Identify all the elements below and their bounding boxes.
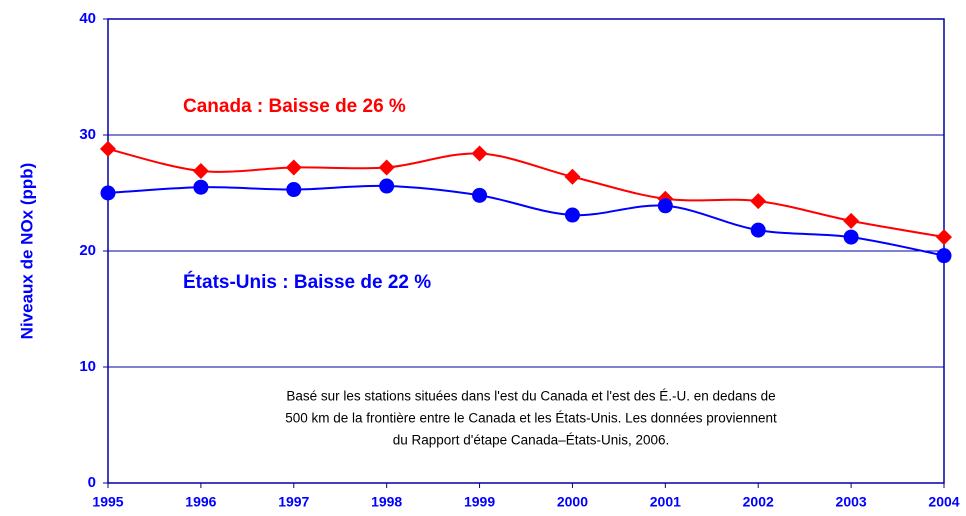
marker xyxy=(193,179,209,195)
x-tick-label: 2004 xyxy=(928,494,959,510)
series-line xyxy=(107,147,945,239)
marker xyxy=(564,207,580,223)
marker xyxy=(378,159,395,176)
marker xyxy=(843,212,860,229)
marker xyxy=(192,162,209,179)
marker xyxy=(471,145,488,162)
y-tick-label: 40 xyxy=(79,10,96,27)
y-tick-label: 0 xyxy=(88,474,96,491)
annotation: Basé sur les stations situées dans l'est… xyxy=(286,389,775,404)
y-tick-label: 10 xyxy=(79,358,96,375)
y-axis-label: Niveaux de NOx (ppb) xyxy=(17,163,36,340)
legend-label: États-Unis : Baisse de 22 % xyxy=(183,271,431,293)
legend-label: Canada : Baisse de 26 % xyxy=(183,96,406,117)
marker xyxy=(564,168,581,185)
x-tick-label: 2000 xyxy=(557,494,588,510)
marker xyxy=(286,182,302,198)
x-tick-label: 2001 xyxy=(650,494,681,510)
x-tick-label: 2002 xyxy=(743,494,774,510)
marker xyxy=(750,193,767,210)
annotation: du Rapport d'étape Canada–États-Unis, 20… xyxy=(393,433,670,448)
x-tick-label: 1996 xyxy=(185,494,216,510)
x-tick-label: 1998 xyxy=(371,494,402,510)
marker xyxy=(100,140,116,157)
series-line xyxy=(107,184,945,257)
marker xyxy=(379,178,395,194)
marker xyxy=(936,229,952,246)
y-tick-label: 20 xyxy=(79,242,96,259)
marker xyxy=(750,222,766,238)
annotation: 500 km de la frontière entre le Canada e… xyxy=(285,411,777,426)
marker xyxy=(100,185,116,201)
marker xyxy=(285,159,302,176)
x-tick-label: 1999 xyxy=(464,494,495,510)
marker xyxy=(472,187,488,203)
x-tick-label: 1997 xyxy=(278,494,309,510)
marker xyxy=(657,198,673,214)
marker xyxy=(936,248,952,264)
y-tick-label: 30 xyxy=(79,126,96,143)
marker xyxy=(843,229,859,245)
x-tick-label: 2003 xyxy=(836,494,867,510)
x-tick-label: 1995 xyxy=(92,494,123,510)
